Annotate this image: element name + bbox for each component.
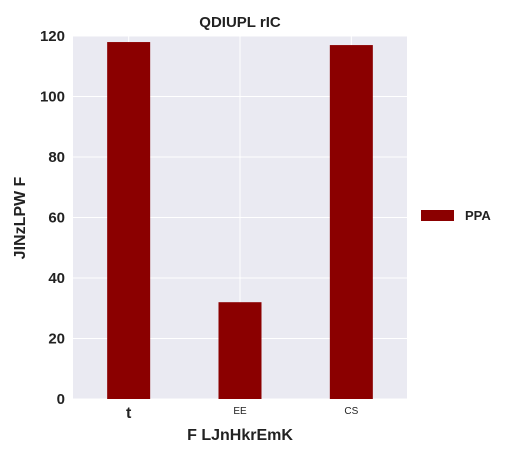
y-tick-label-20: 20 (48, 331, 65, 348)
x-axis-label: F LJnHkrEmK (187, 427, 293, 444)
x-tick-label-1: EE (233, 406, 247, 417)
y-tick-label-0: 0 (57, 391, 65, 408)
y-tick-label-80: 80 (48, 149, 65, 166)
y-tick-label-60: 60 (48, 210, 65, 227)
legend: PPA (421, 208, 491, 223)
x-axis-ticks: t EE CS (126, 405, 359, 422)
legend-label-ppa: PPA (465, 208, 491, 223)
bar-1 (218, 302, 262, 399)
x-tick-label-0: t (126, 405, 132, 422)
y-axis-ticks: 0 20 40 60 80 100 120 (40, 28, 65, 408)
bar-0 (107, 42, 151, 400)
legend-swatch-ppa (421, 210, 454, 221)
y-axis-label: JINzLPW F (12, 176, 29, 259)
x-tick-label-2: CS (344, 406, 358, 417)
y-tick-label-120: 120 (40, 28, 65, 45)
bar-2 (329, 45, 373, 399)
y-tick-label-40: 40 (48, 270, 65, 287)
y-tick-label-100: 100 (40, 89, 65, 106)
bars (107, 42, 373, 400)
chart-title: QDIUPL rIC (199, 14, 281, 31)
